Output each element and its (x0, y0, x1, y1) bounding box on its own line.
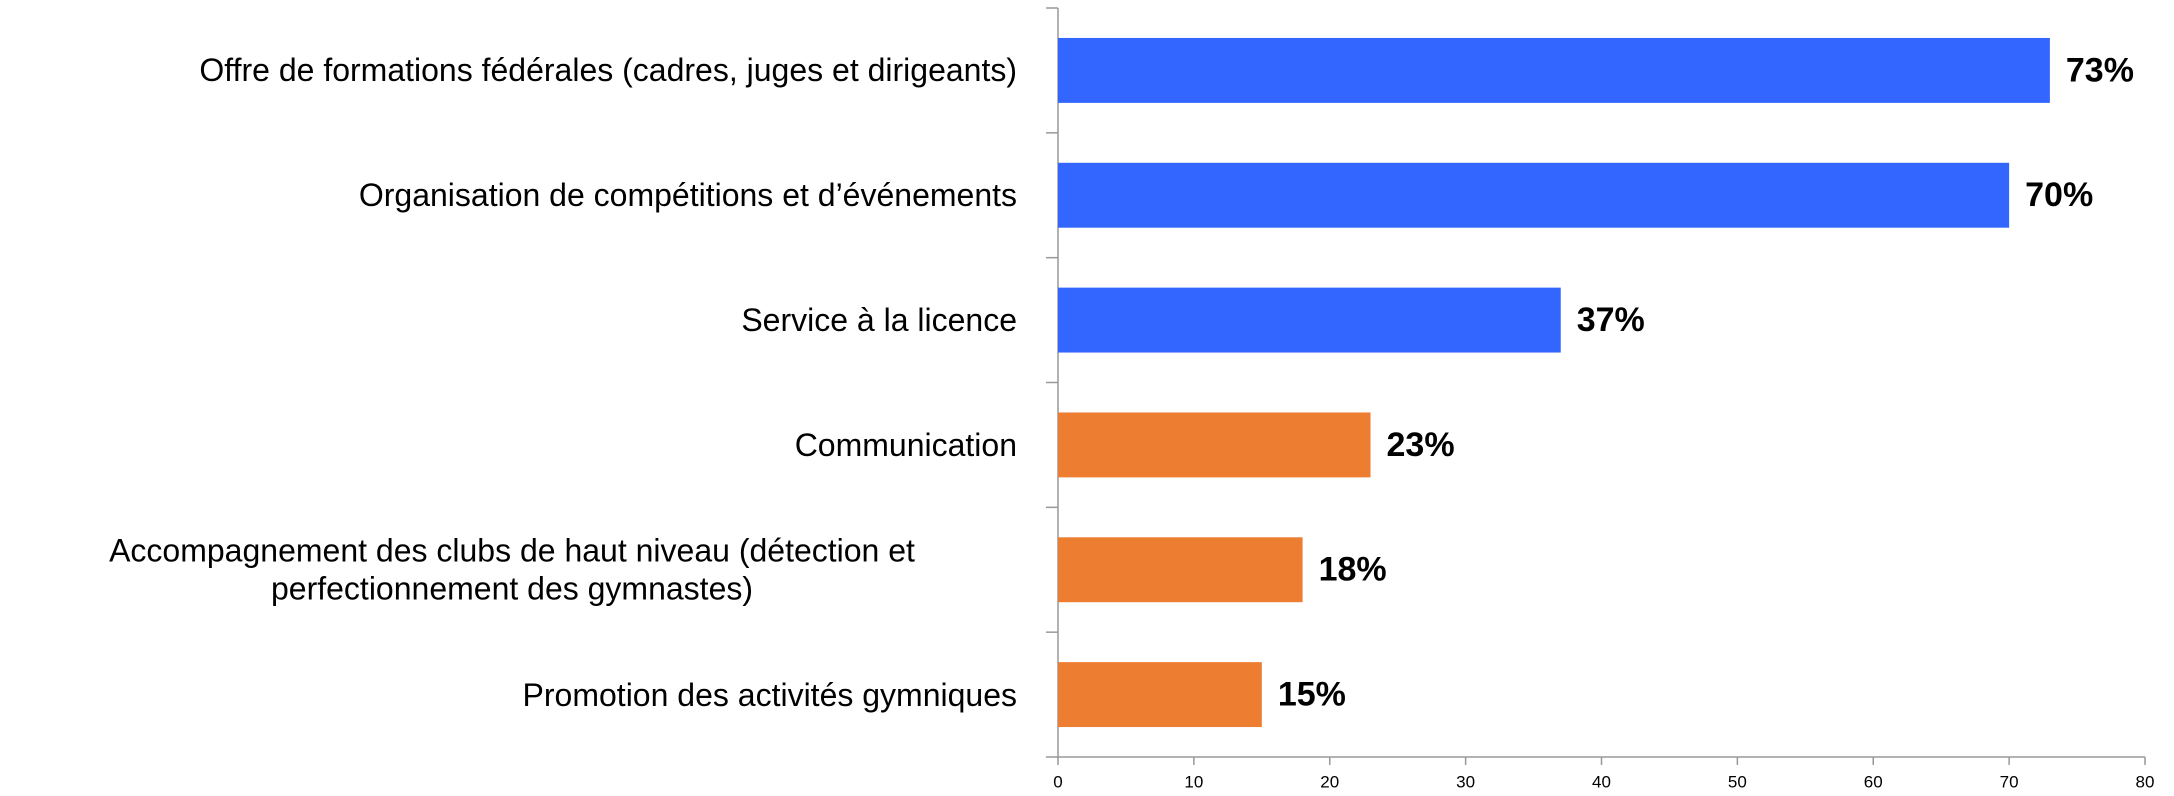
y-tick-label: Accompagnement des clubs de haut niveau … (109, 532, 915, 607)
x-tick-label: 10 (1184, 772, 1203, 791)
x-tick-label: 30 (1456, 772, 1475, 791)
bar (1058, 412, 1371, 478)
x-tick-label: 70 (2000, 772, 2019, 791)
value-label: 73% (2066, 51, 2134, 89)
x-tick-label: 20 (1320, 772, 1339, 791)
bar (1058, 537, 1303, 603)
value-label: 18% (1319, 551, 1387, 589)
bar (1058, 287, 1561, 353)
x-tick-label: 40 (1592, 772, 1611, 791)
value-label: 15% (1278, 676, 1346, 714)
bar (1058, 162, 2010, 228)
x-tick-label: 0 (1053, 772, 1062, 791)
x-tick-label: 50 (1728, 772, 1747, 791)
value-label: 70% (2025, 176, 2093, 214)
y-tick-label: Offre de formations fédérales (cadres, j… (199, 52, 1017, 89)
y-tick-label: Promotion des activités gymniques (522, 676, 1017, 713)
value-label: 37% (1577, 301, 1645, 339)
value-label: 23% (1387, 426, 1455, 464)
y-tick-label: Communication (794, 426, 1017, 463)
y-tick-label: Service à la licence (741, 301, 1017, 338)
x-tick-label: 60 (1864, 772, 1883, 791)
x-tick-label: 80 (2136, 772, 2155, 791)
y-tick-label: Organisation de compétitions et d’événem… (358, 177, 1017, 214)
bar (1058, 37, 2050, 103)
bar (1058, 662, 1262, 728)
